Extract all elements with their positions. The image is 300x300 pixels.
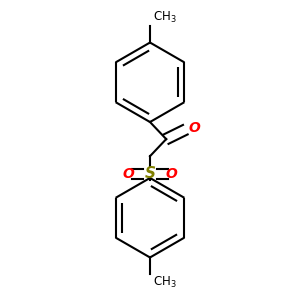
Text: CH$_3$: CH$_3$ bbox=[153, 275, 177, 290]
Text: O: O bbox=[165, 167, 177, 181]
Text: S: S bbox=[145, 166, 155, 181]
Text: CH$_3$: CH$_3$ bbox=[153, 10, 177, 25]
Text: O: O bbox=[188, 121, 200, 135]
Text: O: O bbox=[123, 167, 135, 181]
